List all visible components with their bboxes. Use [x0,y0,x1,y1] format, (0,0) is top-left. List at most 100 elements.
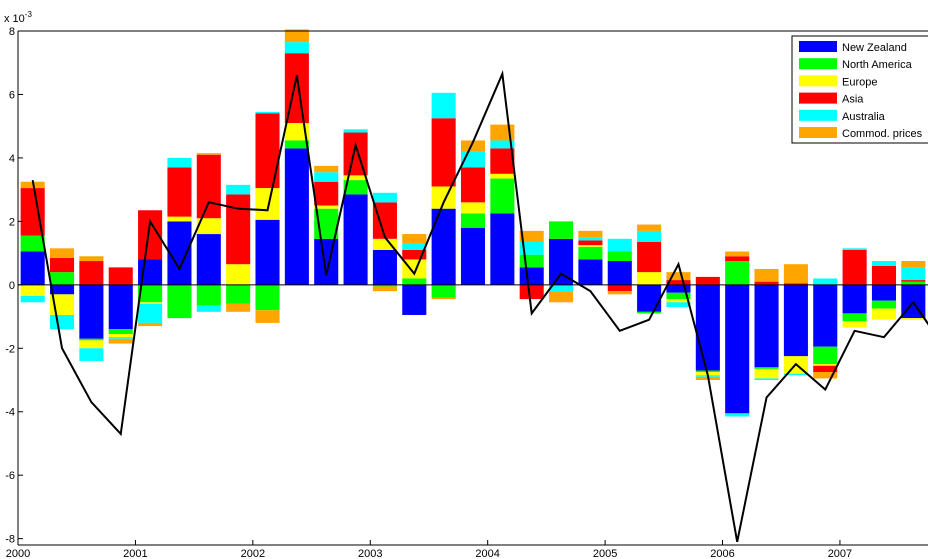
bar-asia-17 [519,284,544,300]
y-exponent-label: x 10-3 [4,10,32,25]
total-line [31,70,928,543]
bar-asia-28 [842,249,867,285]
bar-commod-prices-19 [578,230,603,238]
bar-australia-10 [314,172,339,182]
bar-australia-29 [871,261,896,266]
bar-europe-25 [754,368,779,379]
bar-north-america-5 [167,284,192,319]
bar-new-zealand-11 [343,194,368,285]
bar-commod-prices-17 [519,230,544,242]
bar-commod-prices-27 [813,372,838,379]
bar-commod-prices-13 [402,234,427,244]
bar-asia-2 [79,261,104,285]
legend-swatch-5 [799,127,837,138]
bar-new-zealand-19 [578,259,603,285]
bar-europe-28 [842,321,867,328]
bar-new-zealand-25 [754,284,779,368]
bar-europe-4 [138,302,163,304]
bar-new-zealand-0 [20,251,45,285]
bar-asia-3 [108,267,133,285]
bar-australia-27 [813,278,838,285]
plot-area [20,29,928,543]
bar-europe-6 [196,218,221,235]
bar-europe-11 [343,175,368,181]
bar-commod-prices-18 [549,291,574,303]
bar-new-zealand-26 [783,284,808,357]
bar-europe-5 [167,216,192,222]
bar-europe-27 [813,364,838,366]
bar-europe-14 [431,186,456,209]
bar-north-america-4 [138,284,163,303]
bar-australia-21 [637,230,662,242]
bar-north-america-21 [637,311,662,314]
legend-label-4: Australia [842,111,886,123]
bar-new-zealand-15 [460,227,486,285]
bar-new-zealand-22 [666,284,691,293]
y-tick-label: 2 [9,216,15,228]
bar-europe-29 [871,308,896,320]
bar-australia-2 [79,348,104,361]
bar-north-america-12 [372,284,397,287]
x-tick-label: 2001 [123,548,147,559]
bar-europe-9 [284,123,309,141]
bar-australia-20 [607,238,632,252]
bar-asia-30 [901,280,926,282]
bar-australia-9 [284,42,309,54]
bar-australia-18 [549,284,574,292]
bar-asia-14 [431,118,456,187]
bar-australia-5 [167,157,192,168]
bar-commod-prices-15 [460,140,486,152]
x-tick-label: 2005 [593,548,617,559]
legend-swatch-4 [799,109,837,121]
axes: 8 6 4 2 0 -2 -4 -6 -8 2000 2001 2002 2003 2004 2005 200… [4,10,928,559]
bar-new-zealand-8 [255,219,280,285]
bar-europe-2 [79,340,104,349]
bar-new-zealand-12 [372,249,397,285]
y-tick-label: -4 [5,407,15,419]
bar-new-zealand-9 [284,148,309,285]
bar-europe-0 [20,284,45,296]
bar-commod-prices-7 [226,303,251,312]
bar-commod-prices-14 [431,297,456,300]
bar-asia-25 [754,281,779,285]
bar-commod-prices-22 [666,272,691,281]
legend-label-2: Europe [842,76,877,88]
bar-australia-6 [196,305,221,312]
bar-new-zealand-28 [842,284,867,314]
bar-australia-1 [50,314,75,330]
bar-north-america-29 [871,300,896,309]
bar-australia-22 [666,302,691,308]
bar-asia-13 [402,249,427,260]
bar-north-america-28 [842,313,867,322]
bar-new-zealand-1 [50,284,75,295]
bar-north-america-19 [578,246,603,260]
bar-commod-prices-3 [108,338,133,344]
bar-commod-prices-8 [255,310,280,323]
bar-asia-1 [50,257,75,273]
bar-commod-prices-2 [79,256,104,262]
bar-new-zealand-16 [490,213,515,285]
bar-north-america-27 [813,346,838,365]
legend-swatch-2 [799,75,837,87]
legend-swatch-0 [799,41,837,52]
bar-north-america-7 [226,284,251,304]
bar-north-america-8 [255,284,280,311]
bar-asia-6 [196,154,221,219]
bar-europe-3 [108,334,133,338]
bar-europe-22 [666,299,691,303]
bar-new-zealand-24 [725,284,750,414]
bar-europe-30 [901,318,926,320]
bar-north-america-9 [284,140,309,149]
bar-australia-16 [490,140,515,149]
bar-asia-21 [637,241,662,273]
bar-new-zealand-6 [196,234,221,285]
bar-north-america-25 [754,367,779,369]
legend-box [791,35,928,144]
legend-label-1: North America [842,59,913,71]
legend-label-3: Asia [842,94,864,106]
bar-europe-10 [314,205,339,209]
legend-label-5: Commod. prices [842,128,923,140]
bar-commod-prices-12 [372,286,397,292]
x-tick-label: 2007 [828,548,852,559]
